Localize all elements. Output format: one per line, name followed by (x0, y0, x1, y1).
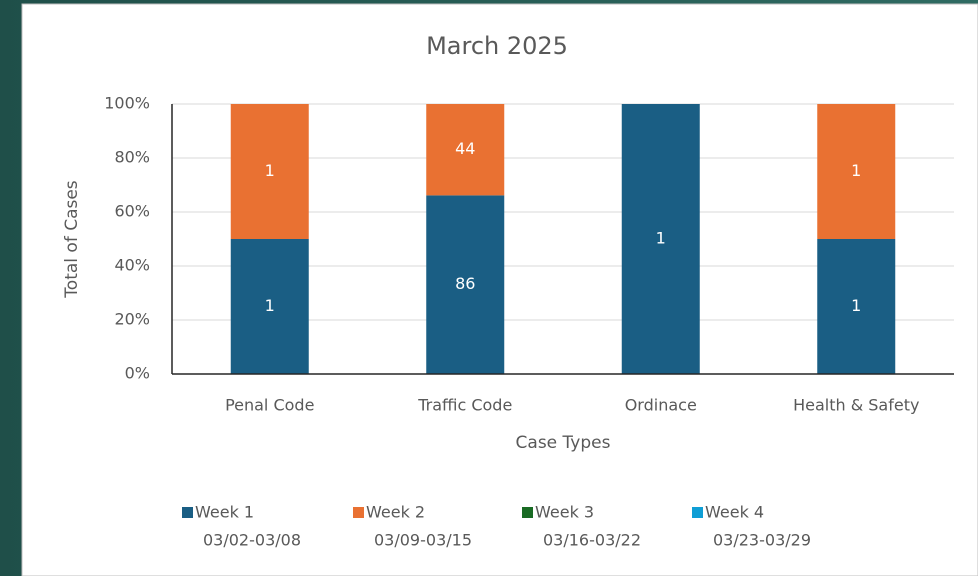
legend-dates: 03/02-03/08 (203, 531, 301, 550)
x-tick-label: Health & Safety (793, 396, 919, 415)
legend-dates: 03/09-03/15 (374, 531, 472, 550)
bar-segment (230, 239, 309, 374)
legend-dates: 03/23-03/29 (713, 531, 811, 550)
legend-swatch (692, 507, 703, 518)
y-tick-label: 0% (125, 364, 150, 383)
bar-segment (230, 104, 309, 239)
bar-segment (817, 239, 896, 374)
x-axis-title: Case Types (516, 433, 611, 453)
data-label: 1 (265, 161, 275, 180)
y-tick-label: 20% (114, 310, 150, 329)
legend-label: Week 3 (535, 503, 594, 522)
bar-segment (426, 104, 505, 196)
bar-segment (621, 104, 700, 374)
legend-swatch (353, 507, 364, 518)
legend-swatch (522, 507, 533, 518)
legend-label: Week 4 (705, 503, 764, 522)
legend-dates: 03/16-03/22 (543, 531, 641, 550)
data-label: 1 (656, 229, 666, 248)
data-label: 86 (455, 274, 475, 293)
data-label: 44 (455, 139, 475, 158)
x-tick-label: Ordinace (625, 396, 697, 415)
y-tick-label: 100% (104, 94, 150, 113)
y-tick-label: 40% (114, 256, 150, 275)
chart-title: March 2025 (426, 32, 568, 60)
data-label: 1 (851, 161, 861, 180)
bar-segment (817, 104, 896, 239)
bar-segment (426, 195, 505, 374)
legend-swatch (182, 507, 193, 518)
x-tick-label: Traffic Code (417, 396, 512, 415)
y-tick-label: 60% (114, 202, 150, 221)
x-tick-label: Penal Code (225, 396, 314, 415)
legend-label: Week 2 (366, 503, 425, 522)
legend-label: Week 1 (195, 503, 254, 522)
y-axis-title: Total of Cases (62, 180, 82, 298)
y-tick-label: 80% (114, 148, 150, 167)
data-label: 1 (265, 296, 275, 315)
data-label: 1 (851, 296, 861, 315)
